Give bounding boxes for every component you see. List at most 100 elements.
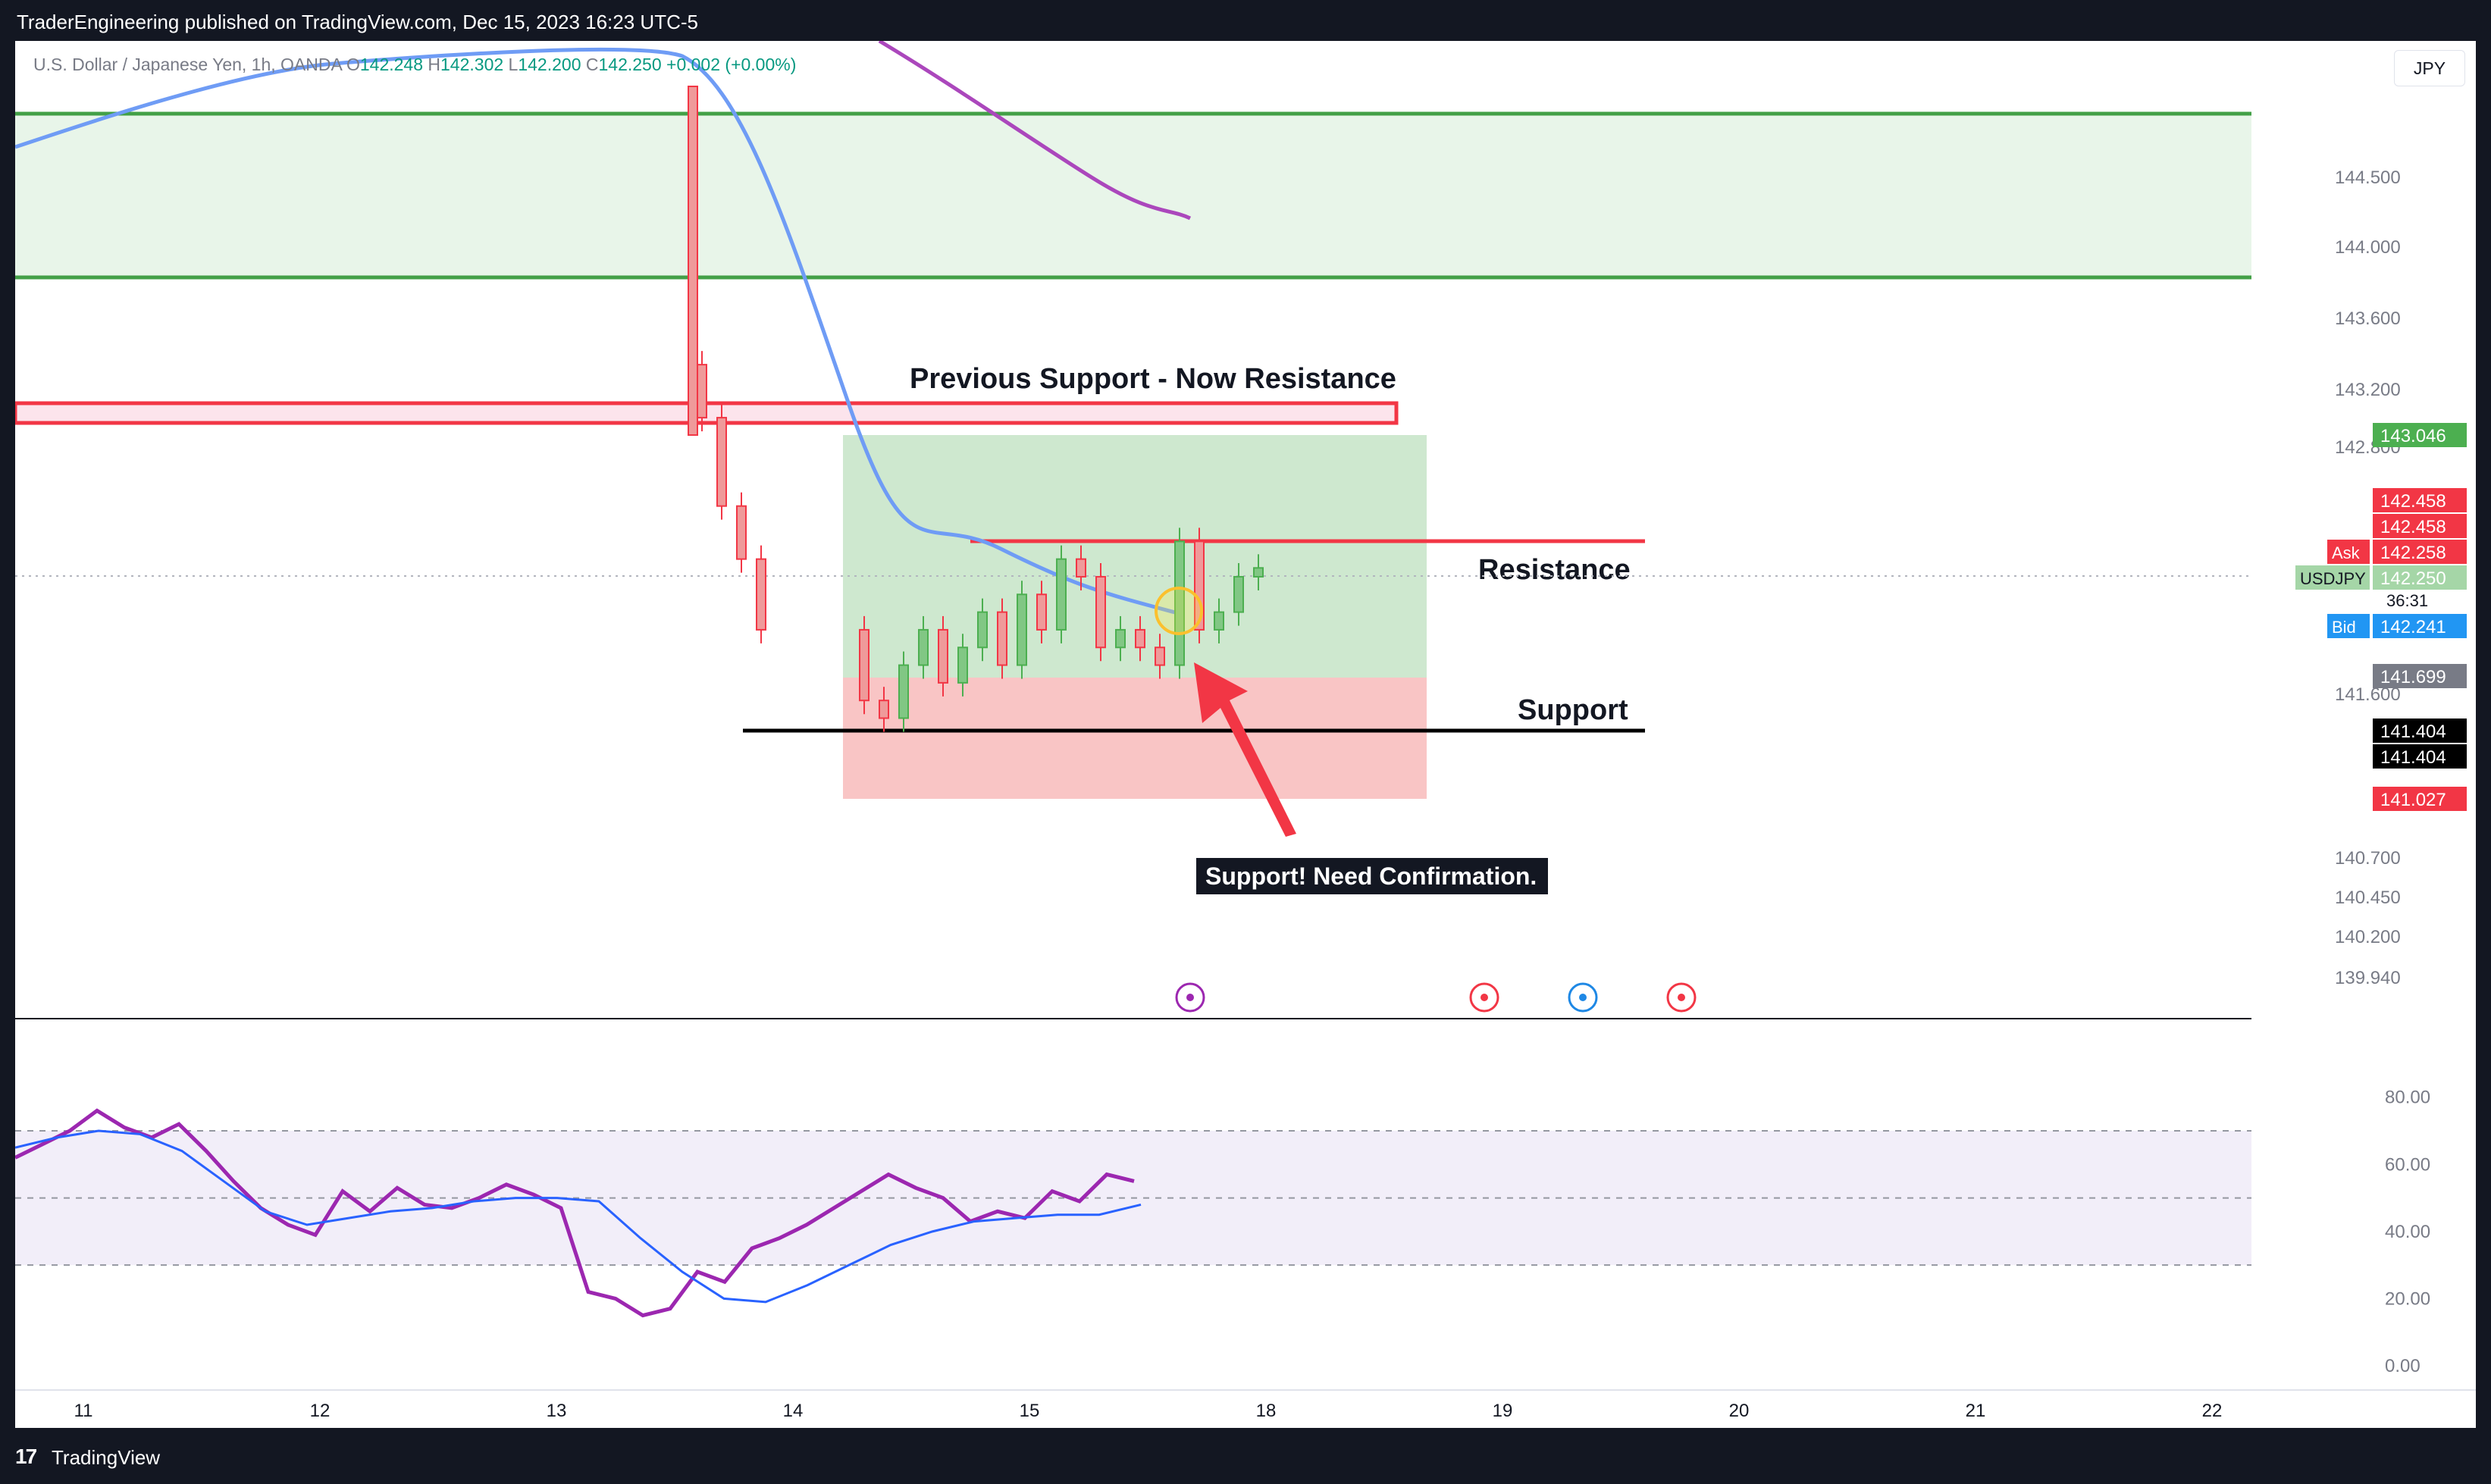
candle[interactable]: [1115, 628, 1126, 649]
price-badge[interactable]: [2373, 614, 2467, 638]
callout-box[interactable]: [1196, 858, 1548, 894]
time-tick: 19: [1493, 1401, 1513, 1421]
candle[interactable]: [977, 611, 988, 649]
rsi-tick: 40.00: [2385, 1222, 2430, 1242]
footer-bar: 17 TradingView: [0, 1428, 2491, 1484]
support-label: Support: [1518, 694, 1628, 726]
resistance-label: Resistance: [1478, 554, 1631, 586]
candle-drop[interactable]: [688, 86, 698, 436]
time-tick: 14: [783, 1401, 804, 1421]
close-value: 142.250: [598, 55, 662, 74]
price-badge-text: 142.241: [2380, 617, 2446, 637]
candle[interactable]: [898, 664, 909, 719]
publisher-bar: TraderEngineering published on TradingVi…: [0, 0, 2491, 41]
price-badge-text: 141.404: [2380, 722, 2446, 742]
rsi-line[interactable]: [15, 1108, 1135, 1318]
rsi-tick: 0.00: [2385, 1356, 2420, 1376]
price-badge-text: 143.046: [2380, 426, 2446, 446]
high-value: 142.302: [440, 55, 504, 74]
currency-button[interactable]: JPY: [2394, 50, 2465, 86]
time-tick: 22: [2202, 1401, 2223, 1421]
price-badge-tag[interactable]: [2295, 565, 2370, 590]
price-badge[interactable]: [2373, 565, 2467, 590]
symbol-legend: U.S. Dollar / Japanese Yen, 1h, OANDA O1…: [33, 55, 796, 75]
price-tick: 143.200: [2335, 380, 2401, 400]
time-tick: 20: [1729, 1401, 1750, 1421]
candle[interactable]: [859, 628, 870, 702]
tradingview-brand[interactable]: TradingView: [52, 1446, 161, 1469]
price-badge[interactable]: [2373, 423, 2467, 447]
close-label: C: [585, 55, 599, 74]
rsi-ma-line[interactable]: [15, 1129, 1142, 1304]
ema-fast-line[interactable]: [15, 47, 1176, 615]
candle[interactable]: [1233, 575, 1244, 613]
prev-support-label: Previous Support - Now Resistance: [910, 363, 1396, 395]
pointer-arrow[interactable]: [1194, 662, 1296, 837]
price-badge-tag-text: Ask: [2332, 543, 2361, 562]
low-label: L: [508, 55, 519, 74]
candle[interactable]: [716, 417, 727, 507]
candle[interactable]: [1253, 567, 1264, 578]
candle[interactable]: [1056, 558, 1067, 631]
price-tick: 143.600: [2335, 308, 2401, 329]
price-badge-tag[interactable]: [2327, 614, 2370, 638]
candle[interactable]: [918, 628, 929, 666]
change-value: +0.002 (+0.00%): [666, 55, 797, 74]
rsi-tick: 80.00: [2385, 1088, 2430, 1108]
candle[interactable]: [1214, 611, 1224, 631]
candle[interactable]: [736, 505, 747, 560]
price-badge-text: 142.458: [2380, 491, 2446, 512]
symbol-description: U.S. Dollar / Japanese Yen, 1h, OANDA: [33, 55, 342, 74]
ema-slow-line[interactable]: [878, 41, 1192, 221]
tradingview-logo-icon[interactable]: 17: [15, 1445, 37, 1468]
price-tick: 144.000: [2335, 237, 2401, 258]
price-badge-text: 141.699: [2380, 667, 2446, 687]
time-tick: 12: [310, 1401, 331, 1421]
high-label: H: [428, 55, 441, 74]
price-tick: 140.200: [2335, 927, 2401, 947]
price-badge-tag[interactable]: [2327, 540, 2370, 564]
price-badge[interactable]: [2373, 664, 2467, 688]
flash-event-icon-dot: [1186, 994, 1194, 1001]
price-badge[interactable]: [2373, 514, 2467, 538]
price-tick: 144.500: [2335, 167, 2401, 188]
open-label: O: [346, 55, 360, 74]
candle[interactable]: [1095, 575, 1106, 649]
candle[interactable]: [1135, 628, 1145, 649]
stop-box[interactable]: [843, 678, 1427, 799]
price-tick: 140.450: [2335, 888, 2401, 908]
candle[interactable]: [957, 647, 968, 684]
highlight-circle[interactable]: [1155, 587, 1203, 635]
us-flag-event-icon-dot: [1579, 994, 1587, 1001]
candle[interactable]: [1076, 558, 1086, 578]
price-badge[interactable]: [2373, 488, 2467, 512]
candle[interactable]: [1155, 647, 1165, 666]
candle[interactable]: [1017, 593, 1027, 666]
supply-zone: [15, 114, 2251, 277]
candle[interactable]: [879, 700, 889, 719]
low-value: 142.200: [518, 55, 581, 74]
chart-svg[interactable]: Previous Support - Now Resistance Resista…: [15, 41, 2476, 1428]
open-value: 142.248: [359, 55, 423, 74]
callout-label: Support! Need Confirmation.: [1205, 863, 1537, 890]
candle[interactable]: [756, 558, 766, 631]
time-tick: 15: [1020, 1401, 1040, 1421]
candle[interactable]: [997, 611, 1007, 666]
price-badge-text: 142.258: [2380, 543, 2446, 563]
candle[interactable]: [697, 364, 707, 419]
price-badge[interactable]: [2373, 744, 2467, 769]
time-tick: 21: [1966, 1401, 1986, 1421]
rsi-tick: 60.00: [2385, 1154, 2430, 1175]
price-badge-tag-text: Bid: [2332, 618, 2356, 637]
candle[interactable]: [1036, 593, 1047, 631]
price-badge[interactable]: [2373, 787, 2467, 811]
price-badge-text: 142.250: [2380, 568, 2446, 589]
candle[interactable]: [938, 628, 948, 684]
price-badge[interactable]: [2373, 719, 2467, 743]
chart-area[interactable]: Previous Support - Now Resistance Resista…: [15, 41, 2476, 1428]
price-badge[interactable]: [2373, 540, 2467, 564]
price-badge-text: 141.027: [2380, 790, 2446, 810]
price-badge-text: 142.458: [2380, 517, 2446, 537]
countdown-text: 36:31: [2386, 591, 2428, 610]
